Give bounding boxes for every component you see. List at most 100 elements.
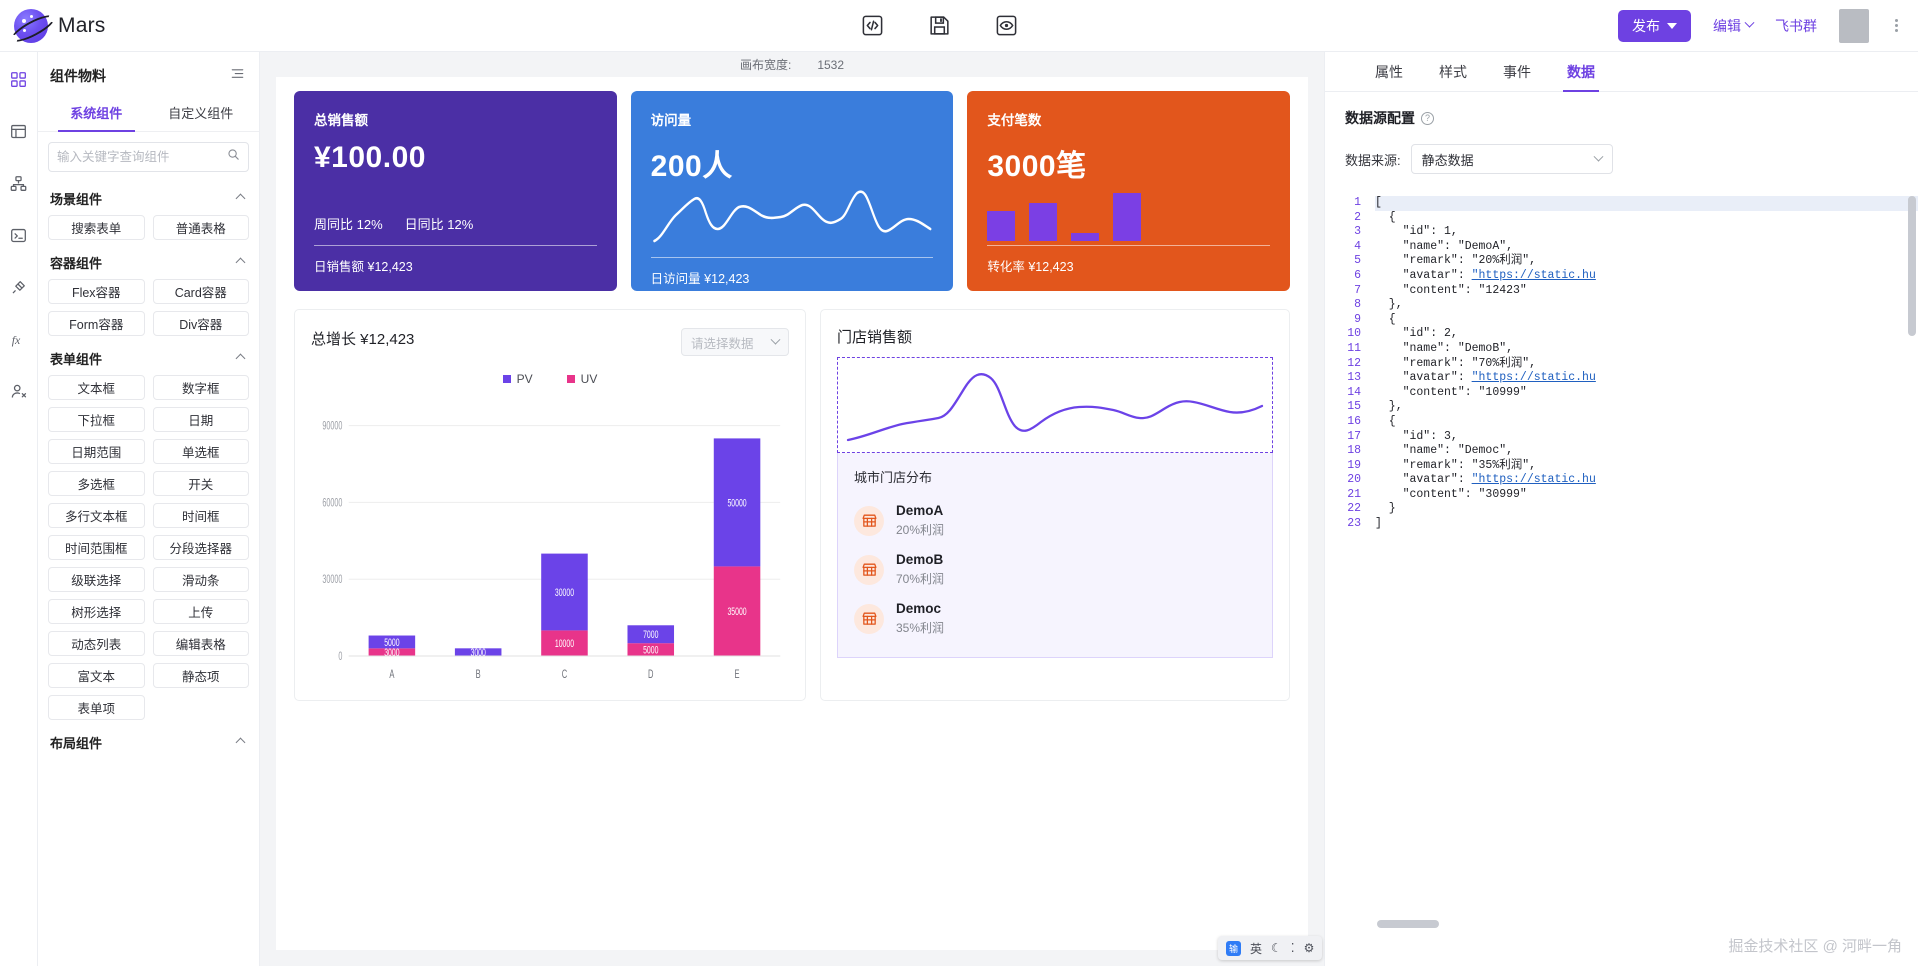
component-chip[interactable]: 时间范围框 bbox=[48, 535, 145, 560]
code-line: "name": "DemoB", bbox=[1375, 341, 1514, 355]
tab-custom-components[interactable]: 自定义组件 bbox=[168, 106, 234, 121]
component-chip[interactable]: Form容器 bbox=[48, 311, 145, 336]
list-item[interactable]: Democ 35%利润 bbox=[854, 594, 1256, 643]
ime-toolbar[interactable]: 输 英 ☾ ⁚ ⚙ bbox=[1218, 936, 1323, 960]
component-chip[interactable]: 滑动条 bbox=[152, 567, 249, 592]
component-chip[interactable]: 普通表格 bbox=[152, 215, 249, 240]
code-line: } bbox=[1375, 502, 1396, 516]
rail-item-functions[interactable]: fx bbox=[8, 328, 30, 350]
component-chip[interactable]: 富文本 bbox=[48, 663, 145, 688]
component-group-header[interactable]: 容器组件 bbox=[48, 244, 249, 279]
line-numbers: 1 2 3 4 5 6 7 8 9 10 11 12 13 14 15 16 17 18 19 20 21 22 23 bbox=[1325, 188, 1369, 966]
code-url[interactable]: "https://static.hu bbox=[1471, 268, 1596, 282]
component-chip[interactable]: 级联选择 bbox=[48, 567, 145, 592]
vertical-scrollbar[interactable] bbox=[1908, 196, 1916, 336]
code-icon[interactable] bbox=[859, 12, 886, 39]
tab-events[interactable]: 事件 bbox=[1503, 63, 1531, 80]
component-chip[interactable]: 多选框 bbox=[48, 471, 145, 496]
legend-item[interactable]: UV bbox=[566, 372, 597, 386]
search-input[interactable] bbox=[57, 150, 221, 164]
save-icon[interactable] bbox=[926, 12, 953, 39]
json-code-editor[interactable]: 1 2 3 4 5 6 7 8 9 10 11 12 13 14 15 16 17 18 19 20 21 22 23 [ … bbox=[1325, 188, 1918, 966]
tab-styles[interactable]: 样式 bbox=[1439, 63, 1467, 80]
more-menu-icon[interactable] bbox=[1891, 19, 1902, 32]
rail-item-console[interactable] bbox=[8, 224, 30, 246]
component-chip[interactable]: 日期 bbox=[152, 407, 249, 432]
help-icon[interactable]: ? bbox=[1421, 111, 1434, 125]
line-number: 6 bbox=[1354, 268, 1361, 282]
component-chip[interactable]: 文本框 bbox=[48, 375, 145, 400]
component-chip[interactable]: 日期范围 bbox=[48, 439, 145, 464]
store-remark: 70%利润 bbox=[896, 572, 945, 586]
search-icon[interactable] bbox=[227, 148, 240, 166]
publish-button[interactable]: 发布 bbox=[1618, 9, 1691, 42]
moon-icon[interactable]: ☾ bbox=[1271, 941, 1282, 955]
legend-item[interactable]: PV bbox=[502, 372, 533, 386]
icon-rail: fx bbox=[0, 52, 38, 966]
data-select[interactable]: 请选择数据 bbox=[681, 328, 789, 356]
rail-item-plugins[interactable] bbox=[8, 276, 30, 298]
rail-item-tree[interactable] bbox=[8, 172, 30, 194]
dots-icon[interactable]: ⁚ bbox=[1290, 941, 1295, 955]
kpi-card-sales[interactable]: 总销售额 ¥100.00 周同比 12% 日同比 12% 日销售额 ¥12,42… bbox=[294, 91, 617, 291]
kpi-card-visits[interactable]: 访问量 200人 日访问量 ¥12,423 bbox=[630, 91, 954, 291]
component-chip[interactable]: 下拉框 bbox=[48, 407, 145, 432]
tab-system-components[interactable]: 系统组件 bbox=[44, 96, 149, 132]
component-chip[interactable]: 树形选择 bbox=[48, 599, 145, 624]
component-chip[interactable]: 开关 bbox=[152, 471, 249, 496]
component-chip[interactable]: 表单项 bbox=[48, 695, 145, 720]
list-item[interactable]: DemoA 20%利润 bbox=[854, 496, 1256, 545]
store-sales-card[interactable]: 门店销售额 城市门店分布 DemoA 20%利润 DemoB 70%利润 Democ 35… bbox=[820, 309, 1290, 701]
tab-data[interactable]: 数据 bbox=[1549, 52, 1613, 92]
selected-component-outline[interactable] bbox=[837, 357, 1273, 453]
component-chip[interactable]: 动态列表 bbox=[48, 631, 145, 656]
component-group-header[interactable]: 布局组件 bbox=[48, 724, 249, 759]
component-chip[interactable]: 上传 bbox=[152, 599, 249, 624]
horizontal-scrollbar[interactable] bbox=[1377, 920, 1439, 928]
kpi-card-payments[interactable]: 支付笔数 3000笔 bbox=[967, 91, 1291, 291]
gear-icon[interactable]: ⚙ bbox=[1303, 941, 1315, 955]
ime-lang-label[interactable]: 英 bbox=[1250, 941, 1263, 956]
code-content[interactable]: [ { "id": 1, "name": "DemoA", "remark": … bbox=[1369, 188, 1918, 966]
rail-item-collaborators[interactable] bbox=[8, 380, 30, 402]
code-url[interactable]: "https://static.hu bbox=[1471, 371, 1596, 385]
component-chip[interactable]: Flex容器 bbox=[48, 279, 145, 304]
component-chip[interactable]: 分段选择器 bbox=[152, 535, 249, 560]
list-item[interactable]: DemoB 70%利润 bbox=[854, 545, 1256, 594]
line-number: 10 bbox=[1347, 327, 1361, 341]
preview-icon[interactable] bbox=[993, 12, 1020, 39]
component-chip[interactable]: 多行文本框 bbox=[48, 503, 145, 528]
component-groups[interactable]: 场景组件 搜索表单 普通表格容器组件 Flex容器 Card容器 Form容器 Div容器表… bbox=[38, 180, 259, 966]
component-group-header[interactable]: 场景组件 bbox=[48, 180, 249, 215]
component-chip[interactable]: 数字框 bbox=[152, 375, 249, 400]
component-chip[interactable]: 单选框 bbox=[152, 439, 249, 464]
rail-item-components[interactable] bbox=[8, 68, 30, 90]
line-number: 21 bbox=[1347, 487, 1361, 501]
line-number: 18 bbox=[1347, 444, 1361, 458]
canvas-scroll[interactable]: 总销售额 ¥100.00 周同比 12% 日同比 12% 日销售额 ¥12,42… bbox=[260, 77, 1324, 966]
tab-properties[interactable]: 属性 bbox=[1375, 63, 1403, 80]
component-chip[interactable]: Div容器 bbox=[152, 311, 249, 336]
avatar[interactable] bbox=[1839, 8, 1869, 43]
kpi-row: 总销售额 ¥100.00 周同比 12% 日同比 12% 日销售额 ¥12,42… bbox=[294, 91, 1291, 291]
component-chip[interactable]: 静态项 bbox=[152, 663, 249, 688]
collapse-panel-icon[interactable] bbox=[230, 66, 245, 86]
component-group-header[interactable]: 表单组件 bbox=[48, 340, 249, 375]
component-chip[interactable]: 编辑表格 bbox=[152, 631, 249, 656]
component-chip[interactable]: 时间框 bbox=[152, 503, 249, 528]
kpi-value: 200人 bbox=[650, 150, 733, 183]
line-number: 3 bbox=[1354, 225, 1361, 239]
publish-label: 发布 bbox=[1632, 17, 1660, 34]
chart-header: 总增长 ¥12,423 请选择数据 bbox=[311, 328, 789, 356]
datasource-select[interactable]: 静态数据 bbox=[1410, 144, 1613, 174]
growth-chart-card[interactable]: 总增长 ¥12,423 请选择数据 PV UV 0 30000 60000 90000 3… bbox=[294, 309, 806, 701]
feishu-group-link[interactable]: 飞书群 bbox=[1775, 16, 1817, 36]
line-number: 22 bbox=[1347, 502, 1361, 516]
component-chip[interactable]: Card容器 bbox=[152, 279, 249, 304]
edit-menu[interactable]: 编辑 bbox=[1713, 16, 1755, 36]
component-chip[interactable]: 搜索表单 bbox=[48, 215, 145, 240]
code-url[interactable]: "https://static.hu bbox=[1471, 473, 1596, 487]
rail-item-pages[interactable] bbox=[8, 120, 30, 142]
chevron-down-icon bbox=[1744, 17, 1755, 28]
